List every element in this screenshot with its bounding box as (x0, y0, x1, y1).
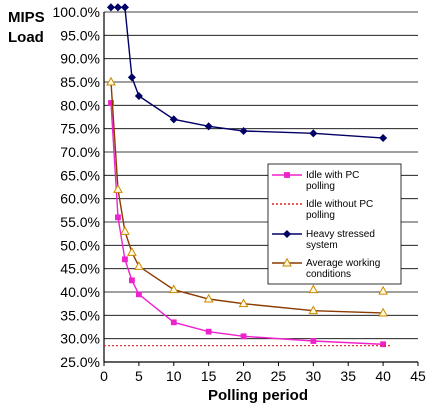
legend-label-0: polling (306, 181, 335, 192)
data-point-series-2 (127, 73, 136, 82)
x-tick-label: 25 (271, 368, 287, 384)
data-point-series-2 (120, 3, 129, 12)
legend-swatch-marker-3 (282, 257, 292, 267)
data-point-series-3 (238, 298, 249, 308)
y-tick-label: 45.0% (60, 261, 100, 277)
data-point-series-3 (106, 76, 116, 86)
y-tick-label: 80.0% (60, 97, 100, 113)
data-point-series-3 (203, 293, 214, 303)
y-tick-label: 60.0% (60, 191, 100, 207)
y-axis-label-line2: Load (8, 29, 44, 46)
data-point-series-3 (308, 305, 319, 315)
x-tick-label: 35 (340, 368, 356, 384)
x-tick-label: 5 (135, 368, 143, 384)
y-tick-label: 35.0% (60, 307, 100, 323)
data-point-series-2 (169, 115, 178, 124)
y-tick-label: 50.0% (60, 237, 100, 253)
series-line-2 (111, 6, 384, 139)
x-tick-label: 15 (201, 368, 217, 384)
y-tick-label: 95.0% (60, 27, 100, 43)
y-tick-label: 30.0% (60, 331, 100, 347)
axes (103, 12, 419, 366)
y-tick-label: 70.0% (60, 144, 100, 160)
data-point-series-3 (113, 184, 123, 193)
data-point-series-2 (134, 91, 143, 101)
series-line-0 (110, 102, 384, 345)
data-point-series-0 (129, 277, 135, 284)
legend-label-3: conditions (306, 269, 351, 280)
data-point-series-0 (115, 214, 121, 221)
y-axis-label-line1: MIPS (8, 9, 45, 26)
extra-data-point (308, 284, 319, 294)
legend-label-2: system (306, 240, 338, 251)
y-tick-label: 55.0% (60, 214, 100, 230)
data-point-series-3 (378, 307, 388, 317)
grid-lines (104, 11, 418, 363)
x-tick-label: 20 (236, 368, 252, 384)
data-point-series-2 (204, 122, 213, 131)
legend-label-1: polling (306, 210, 335, 221)
y-tick-label: 90.0% (60, 51, 100, 67)
data-point-series-0 (135, 291, 142, 298)
legend-label-3: Average working (306, 258, 380, 269)
data-point-series-2 (239, 126, 248, 136)
x-axis-label: Polling period (208, 387, 308, 404)
legend-label-1: Idle without PC (306, 199, 373, 210)
data-point-series-2 (106, 3, 116, 12)
y-tick-label: 40.0% (60, 284, 100, 300)
data-point-series-0 (380, 341, 387, 348)
data-point-series-2 (379, 133, 388, 143)
legend-label-2: Heavy stressed (306, 229, 375, 240)
data-point-series-3 (127, 247, 137, 256)
x-tick-label: 40 (375, 368, 391, 384)
data-point-series-3 (134, 261, 144, 270)
data-point-series-0 (205, 328, 212, 335)
data-point-series-3 (168, 284, 179, 294)
data-point-series-3 (120, 226, 130, 235)
x-tick-label: 30 (306, 368, 322, 384)
y-tick-label: 100.0% (53, 4, 100, 20)
data-point-series-2 (113, 3, 122, 12)
data-point-series-0 (108, 100, 114, 106)
data-point-series-0 (310, 338, 317, 344)
x-tick-label: 45 (410, 368, 426, 384)
legend-swatch-marker-2 (282, 229, 292, 239)
y-tick-label: 65.0% (60, 167, 100, 183)
y-tick-labels: 25.0% 30.0% 35.0% 40.0% 45.0% 50.0% 55.0% 60.0%… (53, 4, 100, 370)
x-tick-label: 0 (100, 368, 108, 384)
x-tick-labels: 0 5 10 15 20 25 30 35 40 45 (100, 368, 426, 384)
series-line-3 (110, 81, 384, 314)
data-point-series-0 (170, 319, 177, 326)
legend-label-0: Idle with PC (306, 170, 359, 181)
extra-data-point (378, 285, 388, 295)
series-group (104, 3, 391, 348)
data-point-series-0 (240, 333, 247, 340)
data-point-series-2 (309, 129, 318, 138)
y-tick-label: 75.0% (60, 121, 100, 137)
x-tick-label: 10 (166, 368, 182, 384)
data-point-series-0 (122, 256, 128, 263)
y-tick-label: 25.0% (60, 354, 100, 370)
y-tick-label: 85.0% (60, 74, 100, 90)
legend-swatch-marker-0 (284, 172, 290, 178)
